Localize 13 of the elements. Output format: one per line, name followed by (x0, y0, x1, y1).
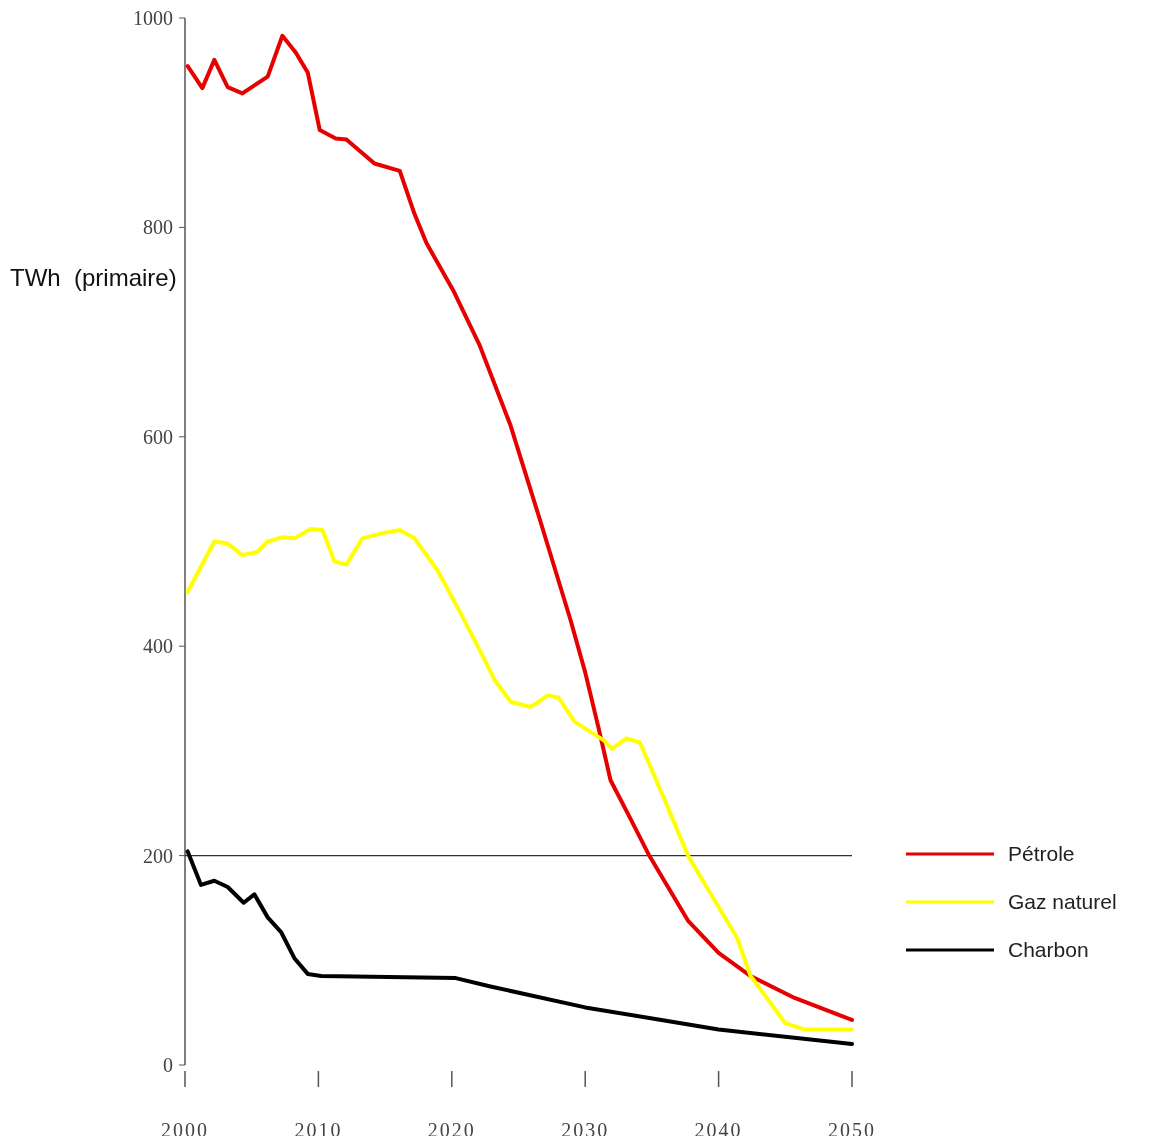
legend-label: Pétrole (1008, 842, 1075, 866)
y-tick-label: 800 (143, 216, 173, 239)
y-tick-label: 600 (143, 425, 173, 448)
legend-label: Charbon (1008, 938, 1089, 962)
y-axis-title: TWh (primaire) (10, 264, 177, 291)
line-series (185, 33, 854, 1022)
line-series (185, 526, 854, 1032)
y-tick-label: 0 (163, 1054, 173, 1076)
line-series (185, 849, 854, 1047)
y-tick-label: 400 (143, 635, 173, 658)
y-tick-label: 1000 (133, 7, 173, 29)
legend-label: Gaz naturel (1008, 890, 1117, 914)
y-tick-label: 200 (143, 844, 173, 867)
